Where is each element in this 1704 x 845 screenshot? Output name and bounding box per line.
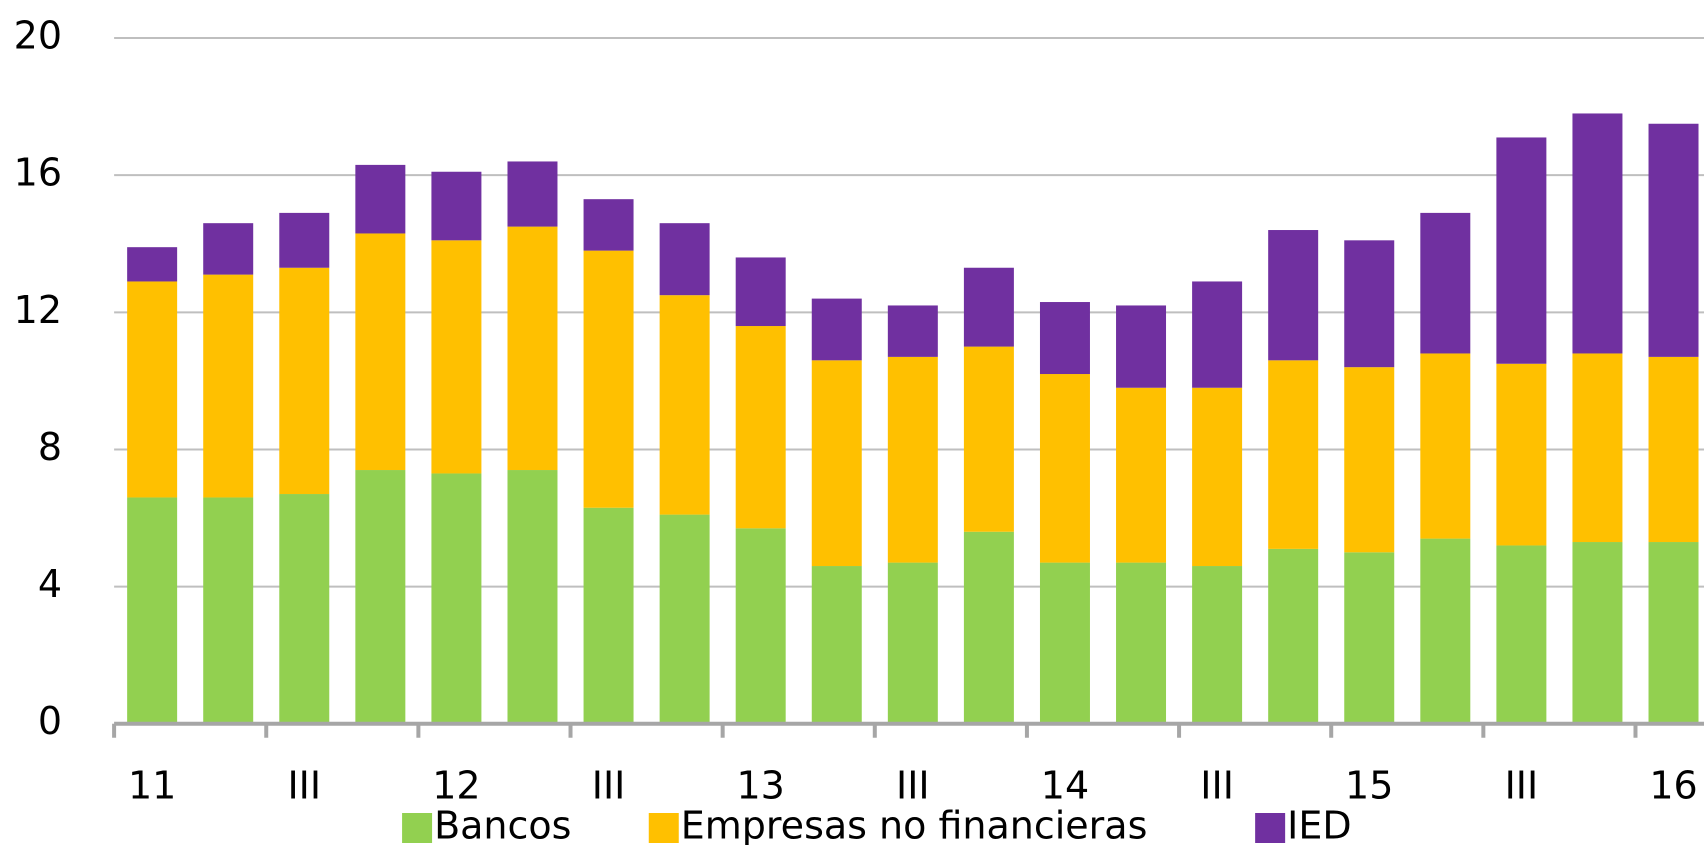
bar-segment: [887, 356, 938, 563]
bar-segment: [1344, 240, 1395, 368]
bar-segment: [963, 531, 1014, 724]
bar-segment: [1344, 552, 1395, 724]
y-tick-label: 12: [14, 288, 62, 332]
bar-segment: [203, 274, 254, 498]
bar-segment: [1572, 542, 1623, 724]
bar-segment: [1420, 538, 1471, 724]
bar-segment: [1268, 360, 1319, 549]
bar-segment: [1116, 305, 1167, 388]
bar-segment: [735, 528, 786, 724]
bar-segment: [1496, 363, 1547, 546]
bar-segment: [887, 305, 938, 357]
x-tick-label: III: [287, 764, 321, 808]
bar-segment: [431, 240, 482, 474]
x-tick-label: 14: [1041, 764, 1089, 808]
y-tick-label: 8: [38, 425, 62, 469]
bar-segment: [1039, 302, 1090, 375]
bar-segment: [1648, 356, 1699, 543]
x-tick-label: 13: [737, 764, 785, 808]
x-tick-label: 15: [1345, 764, 1393, 808]
bar-segment: [1192, 566, 1243, 724]
bar-segment: [1572, 113, 1623, 354]
bar-segment: [355, 470, 406, 724]
bar-segment: [1268, 230, 1319, 361]
legend-swatch: [648, 813, 679, 843]
legend-label: Empresas no financieras: [681, 804, 1148, 845]
bar-segment: [735, 257, 786, 327]
legend-label: IED: [1287, 804, 1351, 845]
bar-segment: [203, 497, 254, 724]
bar-segment: [583, 199, 634, 251]
bar-segment: [1039, 374, 1090, 563]
bar-segment: [279, 212, 330, 268]
bar-segment: [1344, 367, 1395, 553]
x-tick-label: III: [1200, 764, 1234, 808]
bar-segment: [127, 247, 178, 282]
bar-segment: [659, 514, 710, 724]
legend-swatch: [1255, 813, 1286, 843]
bar-segment: [811, 298, 862, 361]
bar-segment: [279, 267, 330, 495]
bar-segment: [811, 360, 862, 567]
x-tick-label: III: [1505, 764, 1539, 808]
bar-segment: [1648, 542, 1699, 724]
bar-segment: [1420, 353, 1471, 539]
x-tick-label: III: [896, 764, 930, 808]
bar-segment: [1039, 562, 1090, 724]
bar-segment: [1496, 137, 1547, 364]
bar-segment: [1572, 353, 1623, 543]
bar-segment: [659, 295, 710, 515]
bar-segment: [583, 507, 634, 724]
bar-segment: [887, 562, 938, 724]
bar-segment: [1116, 387, 1167, 563]
bar-segment: [1496, 545, 1547, 724]
bar-segment: [963, 267, 1014, 347]
bar-segment: [963, 346, 1014, 532]
bar-segment: [659, 223, 710, 296]
bar-segment: [1648, 123, 1699, 357]
bar-segment: [355, 164, 406, 234]
bar-segment: [507, 226, 558, 471]
bar-segment: [1116, 562, 1167, 724]
bar-segment: [431, 171, 482, 241]
bar-segment: [507, 161, 558, 227]
bar-segment: [127, 497, 178, 724]
bar-segment: [355, 233, 406, 471]
x-tick-label: 11: [128, 764, 176, 808]
bar-segment: [1420, 212, 1471, 354]
bar-segment: [735, 326, 786, 529]
bar-segment: [431, 473, 482, 724]
bar-segment: [1192, 281, 1243, 388]
bar-segment: [279, 494, 330, 724]
bar-segment: [127, 281, 178, 498]
bar-segment: [583, 250, 634, 508]
bar-segment: [507, 470, 558, 724]
legend-label: Bancos: [434, 804, 571, 845]
bar-segment: [203, 223, 254, 275]
y-tick-label: 4: [38, 562, 62, 606]
y-tick-label: 20: [14, 14, 62, 58]
x-tick-label: III: [592, 764, 626, 808]
legend-swatch: [402, 813, 433, 843]
y-tick-label: 16: [14, 151, 62, 195]
bar-segment: [1192, 387, 1243, 567]
x-tick-label: 12: [432, 764, 480, 808]
x-tick-label: 16: [1649, 764, 1697, 808]
y-tick-label: 0: [38, 699, 62, 743]
bar-segment: [811, 566, 862, 724]
bar-segment: [1268, 548, 1319, 724]
